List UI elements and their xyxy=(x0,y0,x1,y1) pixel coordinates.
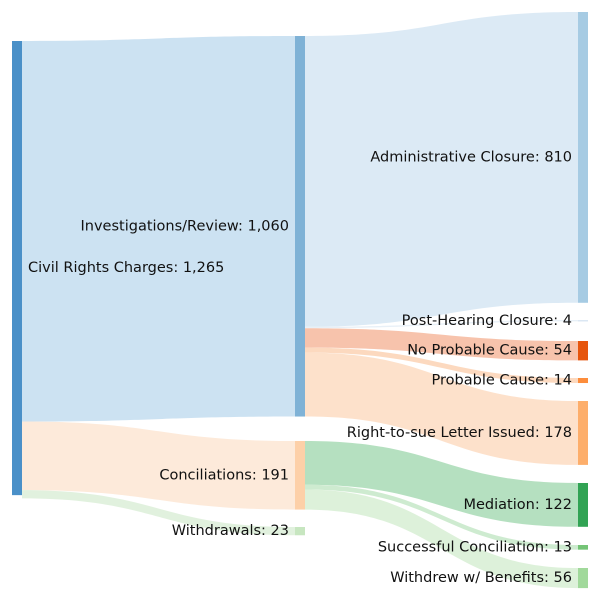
node-label-posthearing: Post-Hearing Closure: 4 xyxy=(402,313,572,329)
node-label-npc: No Probable Cause: 54 xyxy=(407,343,572,359)
node-label-concil: Conciliations: 191 xyxy=(159,467,289,483)
node-label-withdrawals: Withdrawals: 23 xyxy=(172,523,289,539)
link-invest-to-pc xyxy=(305,347,578,384)
links-layer xyxy=(22,12,578,589)
node-mediation xyxy=(578,483,588,527)
link-civil-to-invest xyxy=(22,36,295,422)
node-label-withdrew: Withdrew w/ Benefits: 56 xyxy=(390,570,572,586)
link-concil-to-success xyxy=(305,484,578,550)
node-rts xyxy=(578,401,588,465)
node-label-rts: Right-to-sue Letter Issued: 178 xyxy=(347,425,572,441)
node-posthearing xyxy=(578,320,588,322)
node-invest xyxy=(295,36,305,417)
node-label-success: Successful Conciliation: 13 xyxy=(378,539,572,555)
link-civil-to-withdrawals xyxy=(22,490,295,536)
link-concil-to-mediation xyxy=(305,441,578,527)
node-pc xyxy=(578,378,588,384)
node-withdrawals xyxy=(295,527,305,536)
node-label-invest: Investigations/Review: 1,060 xyxy=(81,218,290,234)
link-invest-to-npc xyxy=(305,328,578,361)
node-withdrew xyxy=(578,568,588,589)
node-civil xyxy=(12,41,22,496)
node-label-admin: Administrative Closure: 810 xyxy=(370,149,572,165)
node-npc xyxy=(578,341,588,361)
node-success xyxy=(578,545,588,550)
link-invest-to-posthearing xyxy=(305,320,578,329)
nodes-layer xyxy=(12,12,588,589)
labels-layer: Civil Rights Charges: 1,265 Investigation… xyxy=(28,149,572,586)
node-admin xyxy=(578,12,588,303)
node-label-mediation: Mediation: 122 xyxy=(464,497,573,513)
node-label-civil: Civil Rights Charges: 1,265 xyxy=(28,260,224,276)
link-civil-to-concil xyxy=(22,421,295,510)
link-concil-to-withdrew xyxy=(305,489,578,589)
link-invest-to-rts xyxy=(305,352,578,465)
node-label-pc: Probable Cause: 14 xyxy=(432,373,572,389)
link-invest-to-admin xyxy=(305,12,578,327)
node-concil xyxy=(295,441,305,510)
